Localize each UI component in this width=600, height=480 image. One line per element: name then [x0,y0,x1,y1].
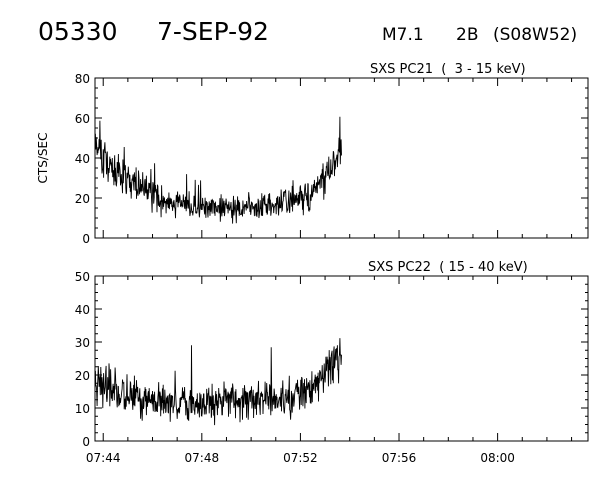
y-tick-label: 30 [75,336,90,350]
x-tick-label: 08:00 [480,451,515,465]
y-axis-pc22: 0 10 20 30 40 50 [75,270,588,449]
x-axis-ticks-pc22 [102,276,573,441]
y-tick-label: 0 [82,435,90,449]
x-tick-label: 07:48 [185,451,220,465]
flare-class: M7.1 [382,25,424,45]
series-pc22 [94,338,342,426]
x-axis-ticks-pc21 [102,78,573,238]
x-tick-label: 07:44 [86,451,121,465]
y-tick-label: 10 [75,402,90,416]
y-tick-label: 80 [75,72,90,86]
series-line-pc22 [94,338,342,426]
y-tick-label: 20 [75,369,90,383]
y-tick-label: 20 [75,192,90,206]
y-axis-title-pc21: CTS/SEC [36,133,50,184]
panel-label-pc22: SXS PC22 ( 15 - 40 keV) [368,260,528,275]
x-axis-labels: 07:44 07:48 07:52 07:56 08:00 [86,451,515,465]
y-tick-label: 40 [75,303,90,317]
optical-class: 2B [456,25,478,45]
y-tick-label: 50 [75,270,90,284]
y-tick-label: 0 [82,232,90,246]
y-axis-pc21: 0 20 40 60 80 [75,72,588,246]
panel-pc21: SXS PC21 ( 3 - 15 keV) CTS/SEC 0 20 40 60 80 [36,62,589,246]
panel-label-pc21: SXS PC21 ( 3 - 15 keV) [370,62,526,77]
y-tick-label: 60 [75,112,90,126]
x-tick-label: 07:52 [283,451,318,465]
panel-pc22: SXS PC22 ( 15 - 40 keV) 0 10 20 30 40 50 [75,260,589,449]
series-pc21 [94,116,342,224]
plot-frame-pc21 [94,77,589,239]
flare-location: (S08W52) [493,25,577,45]
series-line-pc21 [94,116,342,224]
y-tick-label: 40 [75,152,90,166]
event-date: 7-SEP-92 [157,17,269,46]
event-id: 05330 [38,17,118,46]
x-tick-label: 07:56 [382,451,417,465]
